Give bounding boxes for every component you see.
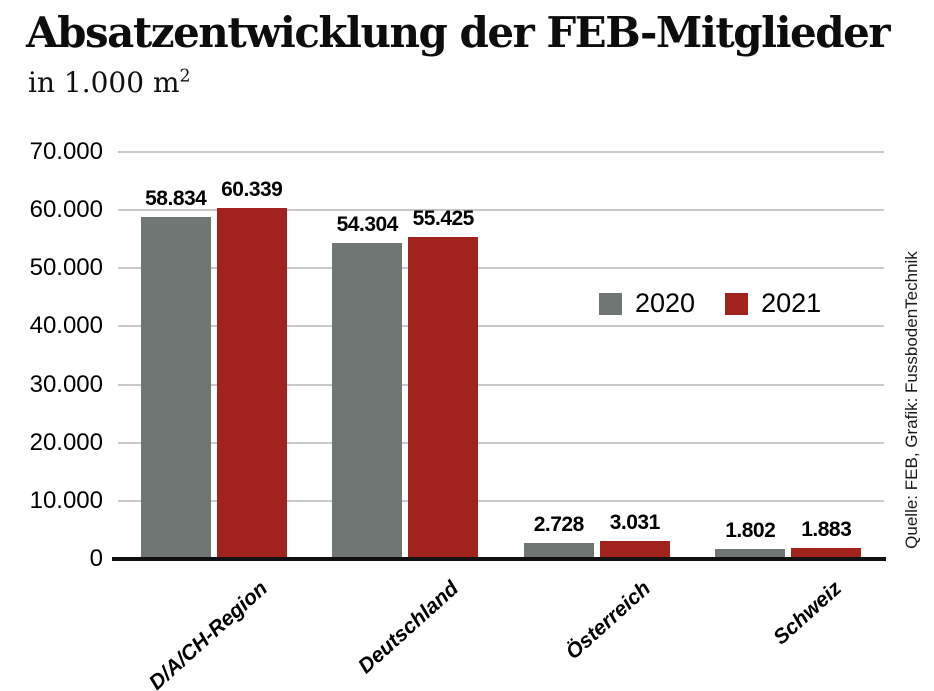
legend-label-2021: 2021 (761, 288, 822, 318)
chart-subtitle-text: in 1.000 m (28, 66, 180, 99)
bar-value-label: 58.834 (145, 186, 207, 210)
bar-value-label: 1.883 (801, 518, 852, 542)
bar-2020-Österreich (523, 543, 594, 559)
x-axis-category-label: Schweiz (769, 576, 847, 650)
legend-item-2021: 2021 (725, 288, 821, 319)
gridline-50.000 (118, 267, 884, 270)
bar-value-label: 55.425 (412, 206, 475, 230)
y-axis-tick-label: 60.000 (29, 196, 103, 224)
legend: 2020 2021 (599, 288, 851, 319)
x-axis-category-label: Österreich (561, 576, 655, 665)
gridline-60.000 (118, 209, 884, 212)
bar-2020-Deutschland (332, 243, 403, 559)
bar-2021-Österreich (599, 541, 670, 559)
bar-value-label: 60.339 (221, 178, 283, 202)
bar-2021-D/A/CH-Region (216, 208, 287, 559)
bar-2020-D/A/CH-Region (140, 216, 211, 559)
y-axis-tick-label: 70.000 (29, 138, 103, 165)
bar-value-label: 2.728 (533, 513, 585, 537)
y-axis-tick-label: 20.000 (29, 428, 103, 456)
bar-2021-Schweiz (791, 548, 862, 559)
y-axis-tick-label: 10.000 (29, 486, 103, 514)
chart-subtitle: in 1.000 m2 (28, 66, 191, 99)
bar-value-label: 3.031 (609, 511, 661, 535)
y-axis-tick-label: 40.000 (29, 312, 103, 340)
gridline-70.000 (118, 151, 884, 153)
gridline-10.000 (118, 499, 884, 502)
chart-title: Absatzentwicklung der FEB-Mitglieder (26, 8, 890, 57)
y-axis-tick-label: 50.000 (29, 254, 103, 282)
gridline-20.000 (118, 441, 884, 444)
gridline-40.000 (118, 325, 884, 328)
y-axis-tick-label: 0 (89, 545, 103, 572)
y-axis-tick-label: 30.000 (29, 370, 103, 398)
bar-2020-Schweiz (715, 548, 786, 559)
chart-subtitle-superscript: 2 (179, 66, 191, 87)
x-axis-category-label: Deutschland (354, 576, 464, 679)
x-axis-line (112, 557, 886, 561)
legend-swatch-2021 (725, 292, 749, 315)
gridline-30.000 (118, 383, 884, 386)
source-note: Quelle: FEB, Grafik: FussbodenTechnik (902, 251, 921, 549)
bar-value-label: 1.802 (725, 518, 776, 542)
bar-value-label: 54.304 (336, 213, 399, 237)
bar-2021-Deutschland (408, 236, 479, 559)
legend-swatch-2020 (599, 292, 622, 315)
legend-label-2020: 2020 (635, 288, 696, 318)
x-axis-category-label: D/A/CH-Region (144, 576, 272, 691)
legend-item-2020: 2020 (599, 288, 695, 319)
